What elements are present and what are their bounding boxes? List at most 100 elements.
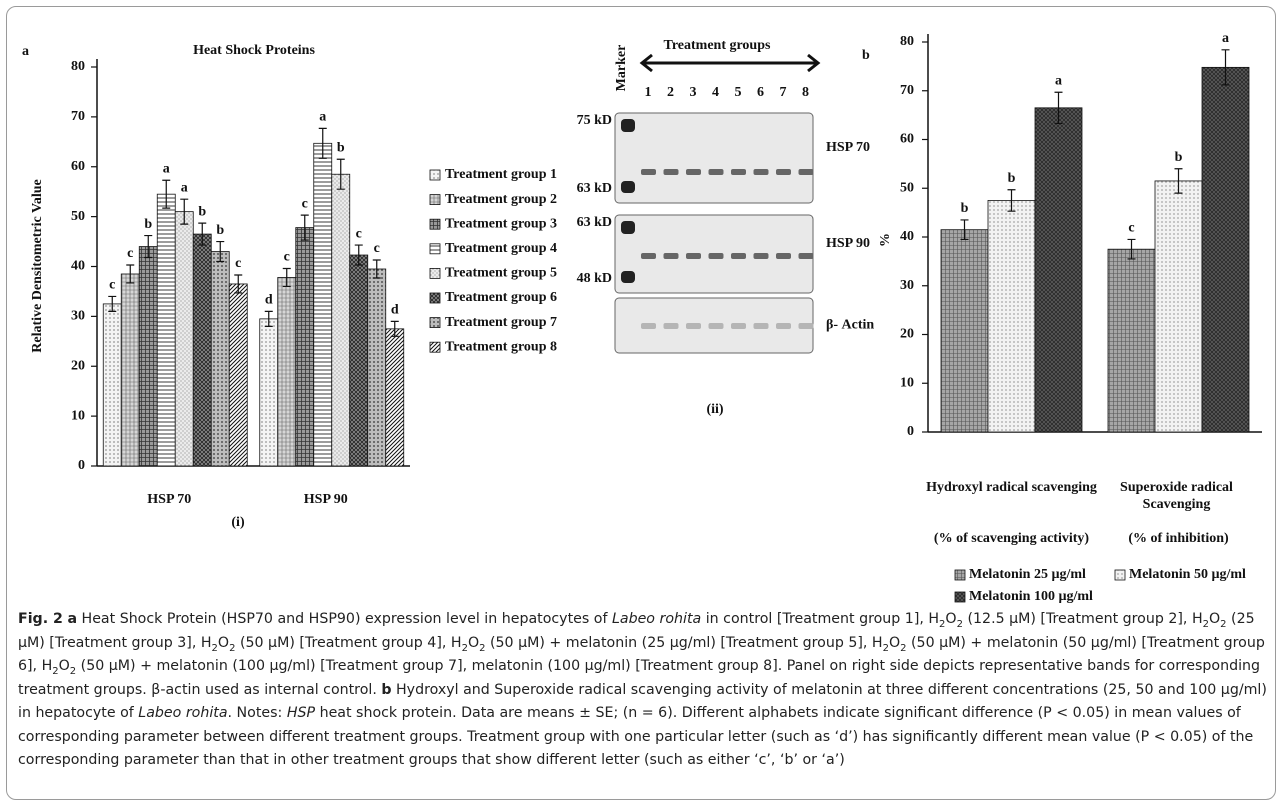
x-tick-label: Hydroxyl radical scavenging [926, 480, 1097, 495]
legend-swatch [429, 341, 441, 353]
blot-band [731, 253, 746, 259]
error-bar [180, 198, 189, 225]
y-tick-label: 20 [900, 327, 914, 342]
arrow [639, 53, 821, 73]
caption-text: O [945, 611, 957, 627]
y-tick-label: 30 [71, 309, 85, 324]
caption-text: 2 [69, 665, 77, 677]
x-tick-label: Superoxide radical Scavenging [1120, 480, 1233, 512]
lane-number: 1 [645, 85, 652, 100]
legend-label: Treatment group 6 [445, 290, 557, 305]
legend-swatch [429, 169, 441, 181]
significance-letter: a [163, 161, 170, 176]
y-axis-label: % [878, 233, 893, 247]
caption-text: O [217, 634, 230, 651]
caption-text: Hydroxyl and Superoxide radical scavengi… [18, 681, 1267, 722]
significance-letter: b [144, 217, 152, 232]
legend-swatch [954, 569, 966, 581]
error-bar [282, 267, 291, 288]
error-bar [264, 310, 273, 327]
lane-number: 5 [735, 85, 742, 100]
y-tick-label: 40 [71, 259, 85, 274]
bar [174, 211, 194, 467]
error-bar [354, 244, 363, 266]
lane-number: 3 [690, 85, 697, 100]
significance-letter: c [235, 256, 241, 271]
caption-text: Labeo rohita [611, 611, 702, 627]
bar [940, 229, 989, 433]
marker-label: Marker [614, 45, 629, 92]
caption-text: . Notes: [227, 705, 287, 721]
caption-text: (50 µM) + melatonin (100 µg/ml) [Treatme… [18, 658, 1261, 698]
panel-sub-label: (i) [231, 515, 245, 530]
blot-band [641, 323, 656, 329]
bar [192, 233, 212, 467]
chart-title: Heat Shock Proteins [193, 43, 315, 58]
y-tick-label: 60 [71, 159, 85, 174]
error-bar [1127, 238, 1136, 260]
blot-band [753, 323, 769, 329]
significance-letter: a [1222, 31, 1229, 46]
figure-frame [6, 6, 1276, 800]
blot-band [663, 169, 679, 175]
bar [987, 200, 1036, 433]
blot-band [641, 169, 656, 175]
significance-letter: a [181, 180, 188, 195]
caption-text: O [1209, 611, 1221, 627]
y-tick-label: 50 [71, 209, 85, 224]
marker-band [621, 181, 635, 193]
blot-band [798, 169, 814, 175]
significance-letter: b [1008, 171, 1016, 186]
blot-band [753, 169, 769, 175]
blot-band [798, 253, 814, 259]
error-bar [162, 179, 171, 209]
legend-swatch [429, 218, 441, 230]
error-bar [216, 240, 225, 263]
x-tick-label: HSP 90 [304, 492, 348, 507]
error-bar [318, 127, 327, 159]
blot-band [708, 323, 724, 329]
bar [259, 318, 279, 467]
significance-letter: c [284, 250, 290, 265]
lane-number: 2 [667, 85, 674, 100]
legend-swatch [1114, 569, 1126, 581]
blot-band [686, 169, 701, 175]
significance-letter: c [1128, 221, 1134, 236]
caption-text: (50 µM) [Treatment group 4], H [235, 634, 462, 651]
bar [277, 277, 297, 467]
significance-letter: b [198, 204, 206, 219]
size-label: 63 kD [577, 215, 612, 230]
blot-band [686, 323, 701, 329]
legend-label: Treatment group 5 [445, 266, 557, 281]
significance-letter: c [374, 241, 380, 256]
blot-heading: Treatment groups [664, 38, 771, 53]
bar [385, 328, 405, 467]
bar [349, 254, 369, 467]
blot-band [663, 323, 679, 329]
y-tick-label: 70 [71, 109, 85, 124]
blot-band [776, 323, 791, 329]
bar [120, 273, 140, 467]
caption-text: 2 [1220, 618, 1227, 630]
error-bar [1007, 189, 1016, 212]
lane-number: 6 [757, 85, 764, 100]
x-tick-label: HSP 70 [147, 492, 191, 507]
panel-sub-label: (ii) [706, 402, 723, 417]
error-bar [144, 234, 153, 259]
caption-text: Fig. 2 [18, 611, 63, 627]
caption-text: O [58, 658, 70, 674]
legend-label: Treatment group 8 [445, 339, 557, 354]
caption-text: O [888, 634, 901, 651]
caption-text: 2 [52, 665, 59, 677]
caption: Fig. 2 a Heat Shock Protein (HSP70 and H… [18, 608, 1268, 773]
legend-swatch [429, 194, 441, 206]
caption-text: (50 µM) + melatonin (25 µg/ml) [Treatmen… [485, 634, 883, 651]
y-tick-label: 10 [900, 375, 914, 390]
caption-text: 2 [211, 642, 218, 654]
significance-letter: d [265, 293, 273, 308]
row-label: HSP 70 [826, 140, 870, 155]
caption-text: (25 µM) [Treatment group 3], H [18, 611, 1255, 651]
category-note: (% of inhibition) [1128, 531, 1229, 546]
y-tick-label: 80 [900, 34, 914, 49]
